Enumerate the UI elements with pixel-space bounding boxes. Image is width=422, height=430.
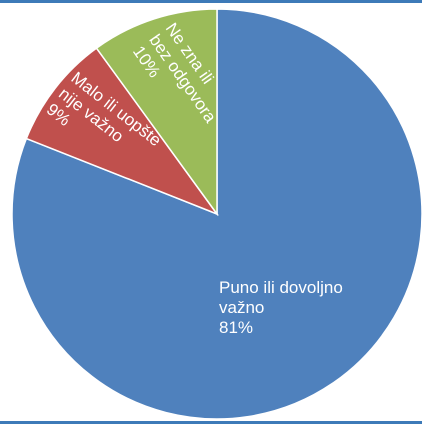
bottom-border-rule [0,421,422,424]
slice-category-label: Puno ili dovoljno [219,278,343,297]
slice-value-label: 81% [219,318,253,337]
top-border-rule [0,0,422,3]
slice-category-label: važno [219,298,264,317]
pie-slice-3 [95,8,218,217]
pie-slice-2 [25,47,220,216]
